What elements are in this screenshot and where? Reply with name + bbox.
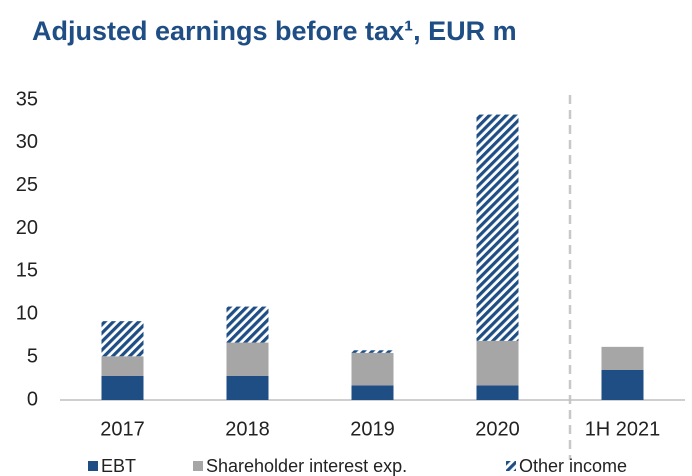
chart-title: Adjusted earnings before tax¹, EUR m: [32, 16, 517, 46]
bar-segment: [601, 370, 644, 400]
legend-label: EBT: [101, 456, 136, 476]
bar-segment: [351, 350, 394, 353]
y-tick-label: 0: [27, 388, 38, 410]
x-tick-label: 2019: [350, 418, 395, 440]
bar-segment: [101, 356, 144, 376]
bar-segment: [101, 321, 144, 357]
bar-segment: [476, 114, 519, 341]
y-tick-label: 30: [16, 131, 38, 153]
x-tick-label: 2017: [100, 418, 145, 440]
y-tick-label: 5: [27, 345, 38, 367]
bar-segment: [476, 340, 519, 386]
legend-label: Shareholder interest exp.: [206, 456, 407, 476]
bar-segment: [226, 342, 269, 376]
bar-segment: [601, 346, 644, 370]
bar-segment: [351, 352, 394, 386]
legend-label: Other income: [519, 456, 627, 476]
x-tick-label: 2018: [225, 418, 270, 440]
legend-swatch: [506, 461, 516, 471]
y-tick-label: 15: [16, 260, 38, 282]
bar-segment: [101, 376, 144, 400]
legend-swatch: [88, 461, 98, 471]
legend-swatch: [193, 461, 203, 471]
bar-segment: [476, 385, 519, 400]
bar-segment: [226, 306, 269, 343]
x-tick-label: 1H 2021: [585, 418, 661, 440]
y-tick-label: 10: [16, 303, 38, 325]
x-tick-label: 2020: [475, 418, 520, 440]
bar-segment: [226, 376, 269, 400]
y-tick-label: 20: [16, 217, 38, 239]
bar-segment: [351, 385, 394, 400]
y-tick-label: 25: [16, 174, 38, 196]
y-tick-label: 35: [16, 88, 38, 110]
